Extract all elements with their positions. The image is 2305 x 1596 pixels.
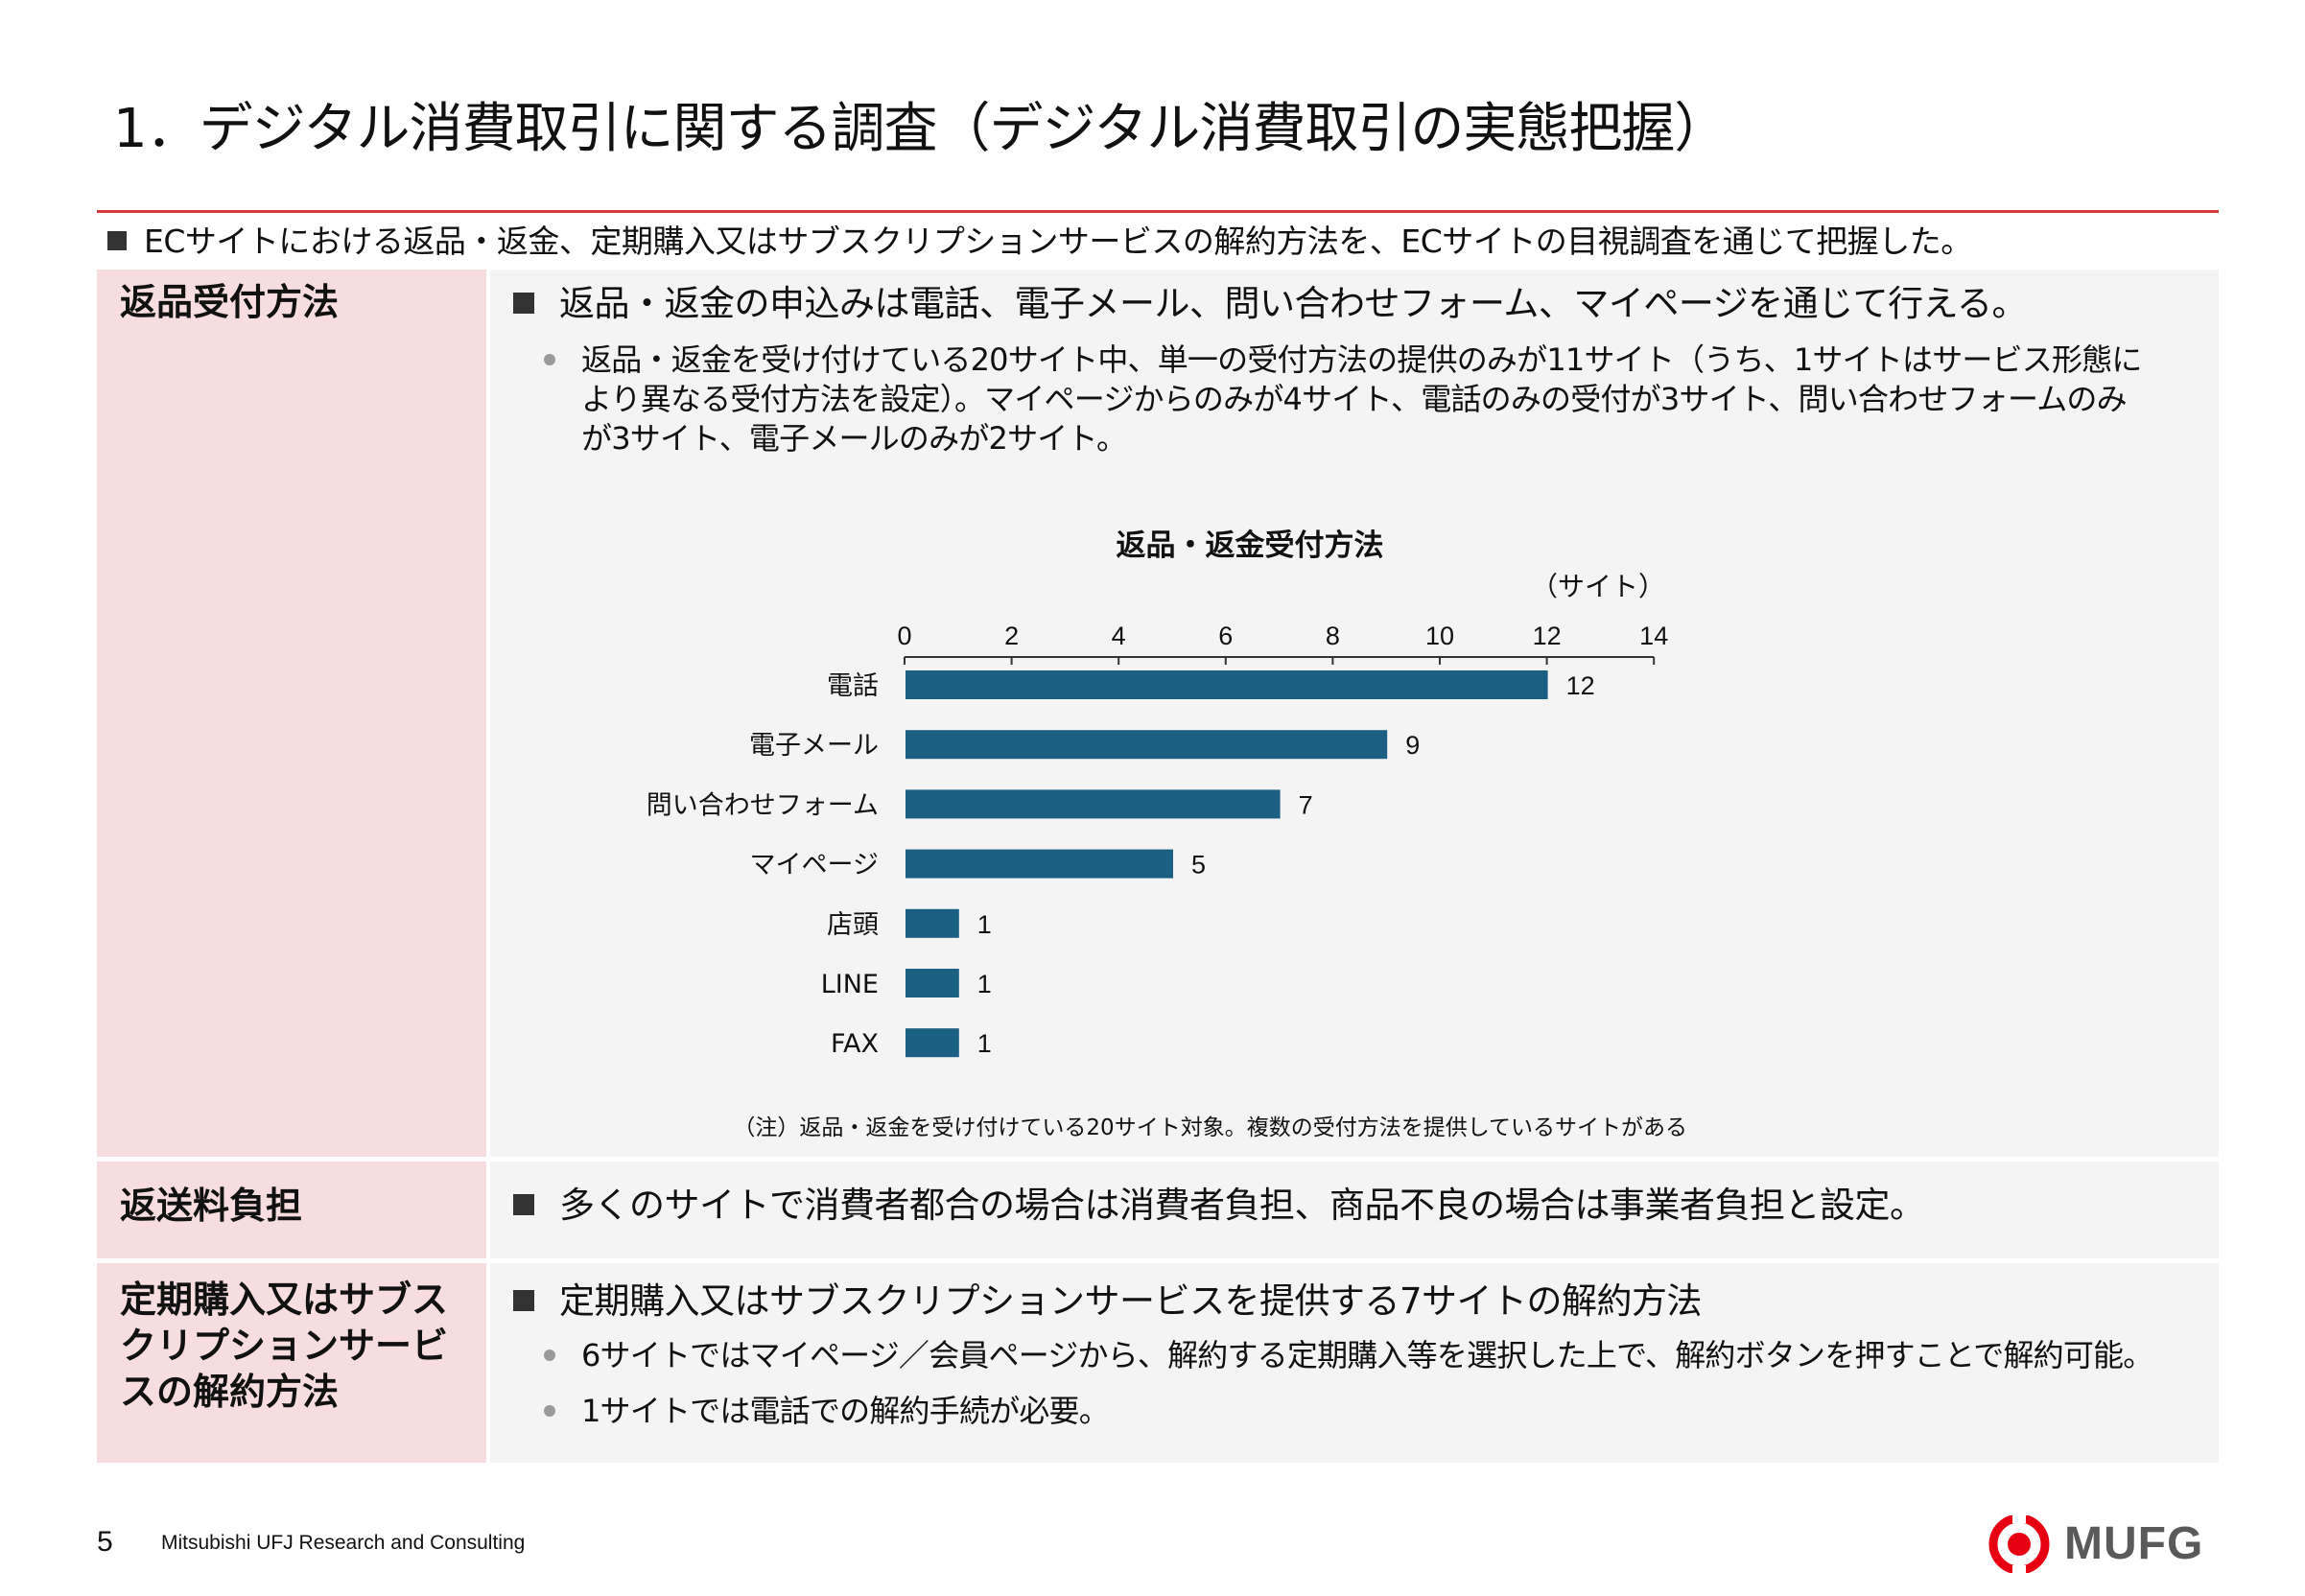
section-content-cancellation: 定期購入又はサブスクリプションサービスを提供する7サイトの解約方法 6サイトでは… [490,1263,2219,1463]
sub-bullet: 6サイトではマイページ／会員ページから、解約する定期購入等を選択した上で、解約ボ… [544,1336,2154,1375]
bar [906,789,1281,819]
sub-bullet-text: 返品・返金を受け付けている20サイト中、単一の受付方法の提供のみが11サイト（う… [581,341,2142,457]
data-label: 5 [1191,851,1206,880]
chart-bars: 電話 12 電子メール 9 問い合わせフォーム 7 マイページ 5 店頭 1 LINE 1 FAX 1 [647,670,1595,1059]
sub-bullet-text: 6サイトではマイページ／会員ページから、解約する定期購入等を選択した上で、解約ボ… [581,1337,2153,1373]
x-tick-label: 14 [1639,622,1668,650]
x-tick-label: 8 [1326,622,1340,650]
mufg-logo-icon [1988,1515,2050,1573]
data-label: 9 [1405,731,1420,760]
section-label-cancellation: 定期購入又はサブスクリプションサービスの解約方法 [120,1279,449,1413]
x-tick-label: 6 [1218,622,1233,650]
bar [906,908,959,938]
category-label: 問い合わせフォーム [647,790,879,820]
x-tick-label: 4 [1112,622,1126,650]
bar [906,849,1173,879]
page-title: 1．デジタル消費取引に関する調査（デジタル消費取引の実態把握） [113,98,1728,160]
main-point: 定期購入又はサブスクリプションサービスを提供する7サイトの解約方法 [513,1277,1703,1326]
x-tick-label: 0 [897,622,911,650]
section-content-return-method: 返品・返金の申込みは電話、電子メール、問い合わせフォーム、マイページを通じて行え… [490,270,2219,1157]
bar [906,969,959,998]
intro-text: ECサイトにおける返品・返金、定期購入又はサブスクリプションサービスの解約方法を… [144,223,1972,260]
main-point-text: 定期購入又はサブスクリプションサービスを提供する7サイトの解約方法 [559,1280,1703,1322]
x-tick-label: 2 [1004,622,1019,650]
mufg-logo-word: MUFG [2064,1518,2204,1569]
section-label-shipping-cost: 返送料負担 [120,1185,303,1227]
data-label: 1 [977,970,992,998]
chart-note: （注）返品・返金を受け付けている20サイト対象。複数の受付方法を提供しているサイ… [733,1115,1687,1140]
title-divider [97,210,2219,213]
x-tick-label: 12 [1533,622,1562,650]
x-axis: 0 2 4 6 8 10 12 14 [897,622,1668,665]
data-label: 12 [1566,671,1595,700]
main-point: 返品・返金の申込みは電話、電子メール、問い合わせフォーム、マイページを通じて行え… [513,279,2028,329]
section-label-return-method: 返品受付方法 [120,281,340,323]
square-bullet-icon [513,292,534,314]
category-label: 店頭 [827,910,879,940]
category-label: LINE [821,970,879,999]
category-label: FAX [831,1029,879,1059]
data-label: 1 [977,910,992,939]
mufg-logo: MUFG [1984,1515,2214,1573]
bullet-dot-icon [544,1350,555,1361]
chart-unit: （サイト） [1531,571,1665,602]
section-content-shipping-cost: 多くのサイトで消費者都合の場合は消費者負担、商品不良の場合は事業者負担と設定。 [490,1162,2219,1258]
page-number: 5 [97,1526,113,1558]
company-name: Mitsubishi UFJ Research and Consulting [161,1532,526,1554]
sub-bullet: 返品・返金を受け付けている20サイト中、単一の受付方法の提供のみが11サイト（う… [544,340,2154,458]
bar [906,1028,959,1058]
bar [906,730,1388,760]
sub-bullet-text: 1サイトでは電話での解約手続が必要。 [581,1393,1110,1429]
data-label: 7 [1299,790,1313,819]
bullet-dot-icon [544,354,555,365]
intro-line: ECサイトにおける返品・返金、定期購入又はサブスクリプションサービスの解約方法を… [107,217,2218,267]
chart-title: 返品・返金受付方法 [1117,528,1384,563]
square-bullet-icon [513,1193,534,1215]
data-label: 1 [977,1029,992,1058]
x-tick-label: 10 [1425,622,1454,650]
section-label-cell: 返送料負担 [97,1162,486,1258]
section-label-cell: 返品受付方法 [97,270,486,1157]
main-point-text: 返品・返金の申込みは電話、電子メール、問い合わせフォーム、マイページを通じて行え… [559,283,2028,324]
bar [906,670,1548,699]
category-label: 電話 [827,671,879,701]
bar-chart: 返品・返金受付方法 （サイト） 0 2 4 6 8 10 12 14 電話 12 電子メール 9 問い… [647,528,1687,1140]
sub-bullet: 1サイトでは電話での解約手続が必要。 [544,1392,2154,1431]
square-bullet-icon [107,230,127,250]
square-bullet-icon [513,1289,534,1311]
category-label: 電子メール [749,731,879,761]
main-point: 多くのサイトで消費者都合の場合は消費者負担、商品不良の場合は事業者負担と設定。 [513,1181,1925,1231]
main-point-text: 多くのサイトで消費者都合の場合は消費者負担、商品不良の場合は事業者負担と設定。 [559,1185,1925,1226]
section-label-cell: 定期購入又はサブスクリプションサービスの解約方法 [97,1263,486,1463]
bullet-dot-icon [544,1405,555,1417]
category-label: マイページ [750,851,879,880]
